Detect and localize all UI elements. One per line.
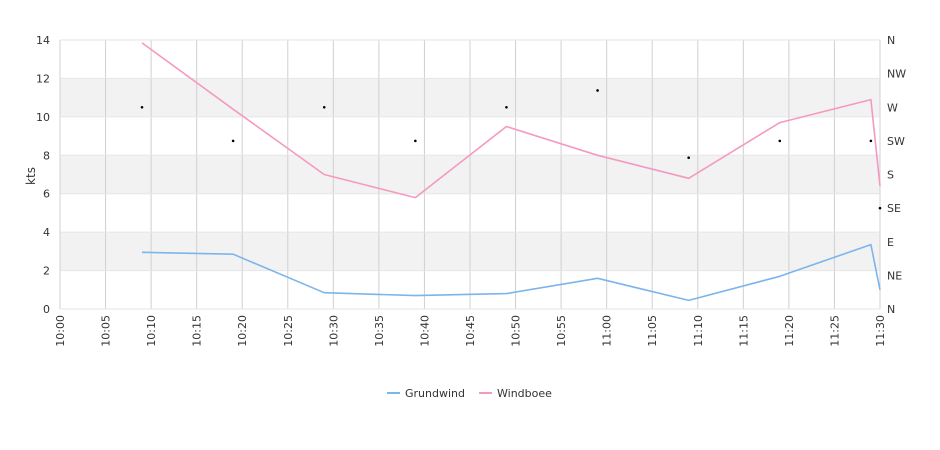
legend-item[interactable]: Grundwind <box>387 387 465 400</box>
x-tick-label: 10:45 <box>464 315 477 347</box>
y2-tick-label: NW <box>887 68 906 81</box>
x-tick-label: 10:20 <box>236 315 249 347</box>
direction-point <box>231 139 235 143</box>
x-tick-label: 10:30 <box>327 315 340 347</box>
direction-point <box>596 89 599 92</box>
x-axis-ticks: 10:00 10:05 10:10 10:15 10:20 10:25 10:30 10:35… <box>54 315 887 347</box>
y-tick-label: 8 <box>43 149 50 162</box>
legend-label: Windboee <box>497 387 552 400</box>
x-tick-label: 11:00 <box>601 315 614 347</box>
y-axis-label: kts <box>24 167 38 185</box>
direction-point <box>140 105 144 109</box>
y2-tick-label: SE <box>887 202 901 215</box>
legend-item[interactable]: Windboee <box>479 387 552 400</box>
x-tick-label: 10:10 <box>145 315 158 347</box>
vertical-gridlines <box>59 40 881 309</box>
x-tick-label: 10:35 <box>373 315 386 347</box>
y-tick-label: 6 <box>43 188 50 201</box>
direction-point <box>687 156 690 159</box>
x-tick-label: 11:25 <box>828 315 841 347</box>
x-tick-label: 11:10 <box>692 315 705 347</box>
series-line[interactable] <box>141 243 881 302</box>
y2-tick-label: W <box>887 101 898 114</box>
x-tick-label: 11:20 <box>783 315 796 347</box>
legend-label: Grundwind <box>405 387 465 400</box>
y2-tick-label: S <box>887 169 894 182</box>
direction-point <box>505 105 508 109</box>
y-tick-label: 12 <box>36 72 50 85</box>
y2-tick-label: NE <box>887 269 902 282</box>
y2-tick-label: N <box>887 34 895 47</box>
series-line[interactable] <box>141 42 881 199</box>
y2-tick-label: N <box>887 303 895 316</box>
legend[interactable]: Grundwind Windboee <box>387 387 552 400</box>
x-tick-label: 10:40 <box>418 315 431 347</box>
x-tick-label: 11:30 <box>874 315 887 347</box>
y-tick-label: 14 <box>36 34 50 47</box>
x-tick-label: 11:15 <box>737 315 750 347</box>
y2-tick-label: E <box>887 236 894 249</box>
y-tick-label: 10 <box>36 111 50 124</box>
x-tick-label: 10:05 <box>100 315 113 347</box>
y2-axis-ticks: N NE E SE S SW W NW N <box>887 34 906 316</box>
direction-point <box>778 139 782 143</box>
x-tick-label: 10:00 <box>54 315 67 347</box>
y-tick-label: 2 <box>43 265 50 278</box>
direction-point <box>878 206 882 210</box>
y2-tick-label: SW <box>887 135 905 148</box>
y-axis-ticks: 0 2 4 6 8 10 12 14 <box>36 34 50 316</box>
y-tick-label: 0 <box>43 303 50 316</box>
direction-point <box>869 139 873 143</box>
x-tick-label: 10:15 <box>191 315 204 347</box>
direction-point <box>322 105 326 109</box>
y-tick-label: 4 <box>43 226 50 239</box>
x-tick-label: 10:50 <box>510 315 523 347</box>
direction-points <box>140 89 882 210</box>
series-lines <box>141 42 881 302</box>
x-tick-label: 11:05 <box>646 315 659 347</box>
direction-point <box>414 139 417 143</box>
x-tick-label: 10:55 <box>555 315 568 347</box>
x-tick-label: 10:25 <box>282 315 295 347</box>
